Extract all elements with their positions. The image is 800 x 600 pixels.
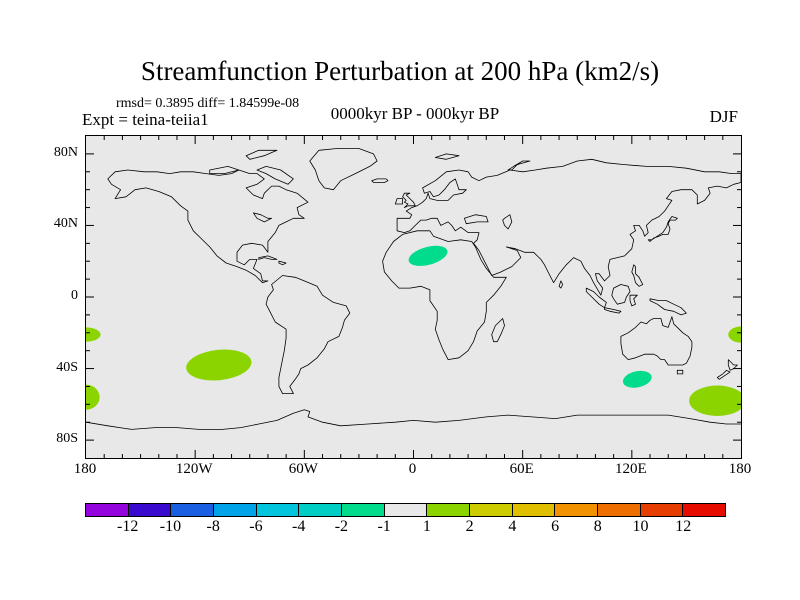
lat-tick-label: 80N xyxy=(53,144,78,160)
coastline-black-sea xyxy=(464,214,489,225)
colorbar-tick-label: 6 xyxy=(551,518,560,535)
coastline-great-britain xyxy=(402,192,416,208)
anomaly-ellipse xyxy=(86,327,101,342)
colorbar-tick-label: -6 xyxy=(249,518,263,535)
coastline-baffin xyxy=(256,166,294,185)
plot-title: Streamfunction Perturbation at 200 hPa (… xyxy=(140,56,660,86)
lon-tick-label: 60W xyxy=(288,461,318,477)
anomaly-ellipse xyxy=(728,326,741,343)
colorbar-segment xyxy=(470,504,513,516)
colorbar-segment xyxy=(683,504,726,516)
coastline-hispaniola xyxy=(278,260,287,266)
coastline-caspian-sea xyxy=(502,214,513,230)
lat-tick-label: 0 xyxy=(71,288,78,303)
colorbar-tick-label: -8 xyxy=(206,518,220,535)
coastline-cuba xyxy=(258,255,278,260)
anomaly-ellipse xyxy=(408,245,448,266)
coastline-philippines xyxy=(631,264,644,287)
coastline-ellesmere xyxy=(245,149,278,160)
coastline-new-guinea xyxy=(649,298,687,316)
season-label: DJF xyxy=(709,107,738,126)
colorbar-tick-label: 1 xyxy=(422,518,431,535)
colorbar-tick-label: -4 xyxy=(291,518,306,535)
map-canvas xyxy=(86,136,741,458)
colorbar-tick-label: 4 xyxy=(508,518,517,535)
colorbar-tick-label: -10 xyxy=(159,518,182,535)
colorbar-segment xyxy=(299,504,343,516)
coastline-africa xyxy=(382,230,507,360)
coastline-eurasia xyxy=(396,158,741,296)
lon-tick-label: 120E xyxy=(614,461,647,477)
coastline-iceland xyxy=(371,178,389,183)
colorbar-tick-label: 8 xyxy=(593,518,602,535)
colorbar-tick-label: -1 xyxy=(377,518,391,535)
colorbar-segment xyxy=(342,504,385,516)
lon-tick-label: 0 xyxy=(408,461,417,477)
colorbar-segment xyxy=(598,504,641,516)
coastline-nz-south xyxy=(716,369,731,380)
coastline-greenland xyxy=(309,148,378,191)
colorbar-segment xyxy=(427,504,471,516)
colorbar-segment xyxy=(256,504,300,516)
colorbar-segment xyxy=(171,504,215,516)
coastline-south-america xyxy=(265,275,351,394)
anomaly-ellipse xyxy=(186,349,252,381)
coastline-sulawesi xyxy=(629,294,638,307)
coastline-ireland xyxy=(394,198,403,205)
coastline-java xyxy=(604,307,622,314)
colorbar-tick-label: 10 xyxy=(632,518,649,535)
lon-tick-label: 120W xyxy=(175,461,213,477)
colorbar-segment xyxy=(128,504,172,516)
stats-readout: rmsd= 0.3895 diff= 1.84599e-08 xyxy=(116,96,300,111)
colorbar-segment xyxy=(214,504,257,516)
colorbar-segment xyxy=(384,504,428,516)
colorbar-segment xyxy=(86,504,129,516)
colorbar-segment xyxy=(640,504,684,516)
coastline-australia xyxy=(620,316,693,366)
colorbar-tick-label: 2 xyxy=(465,518,474,535)
lat-tick-label: 40N xyxy=(53,216,78,232)
coastline-victoria-island xyxy=(209,166,240,174)
lat-tick-label: 80S xyxy=(56,431,78,447)
coastline-antarctica xyxy=(86,409,741,430)
colorbar xyxy=(85,503,726,517)
coastline-japan xyxy=(647,216,678,242)
coastline-svalbard xyxy=(434,153,460,160)
lon-tick-label: 60E xyxy=(509,461,534,477)
world-map-panel xyxy=(85,135,742,459)
coastline-sumatra xyxy=(585,287,607,309)
lon-tick-label: 180 xyxy=(73,461,97,477)
experiment-label: Expt = teina-teiia1 xyxy=(82,110,209,129)
lon-tick-label: 180 xyxy=(728,461,752,477)
coastline-tasmania xyxy=(676,369,684,375)
coastline-madagascar xyxy=(491,318,505,343)
colorbar-tick-label: -12 xyxy=(117,518,139,535)
coastline-borneo xyxy=(611,284,631,305)
coastline-great-lakes xyxy=(253,212,272,223)
coastline-novaya-zemlya xyxy=(507,160,531,171)
coastline-north-america xyxy=(107,169,309,284)
colorbar-tick-label: -2 xyxy=(334,518,349,535)
lat-tick-label: 40S xyxy=(56,359,78,375)
coastline-sri-lanka xyxy=(558,280,564,289)
colorbar-tick-label: 12 xyxy=(675,518,692,535)
colorbar-segment xyxy=(512,504,556,516)
anomaly-ellipse xyxy=(689,385,741,416)
anomaly-ellipse xyxy=(86,384,100,410)
anomaly-ellipse xyxy=(622,370,652,388)
colorbar-segment xyxy=(555,504,599,516)
period-label: 0000kyr BP - 000kyr BP xyxy=(330,104,500,123)
